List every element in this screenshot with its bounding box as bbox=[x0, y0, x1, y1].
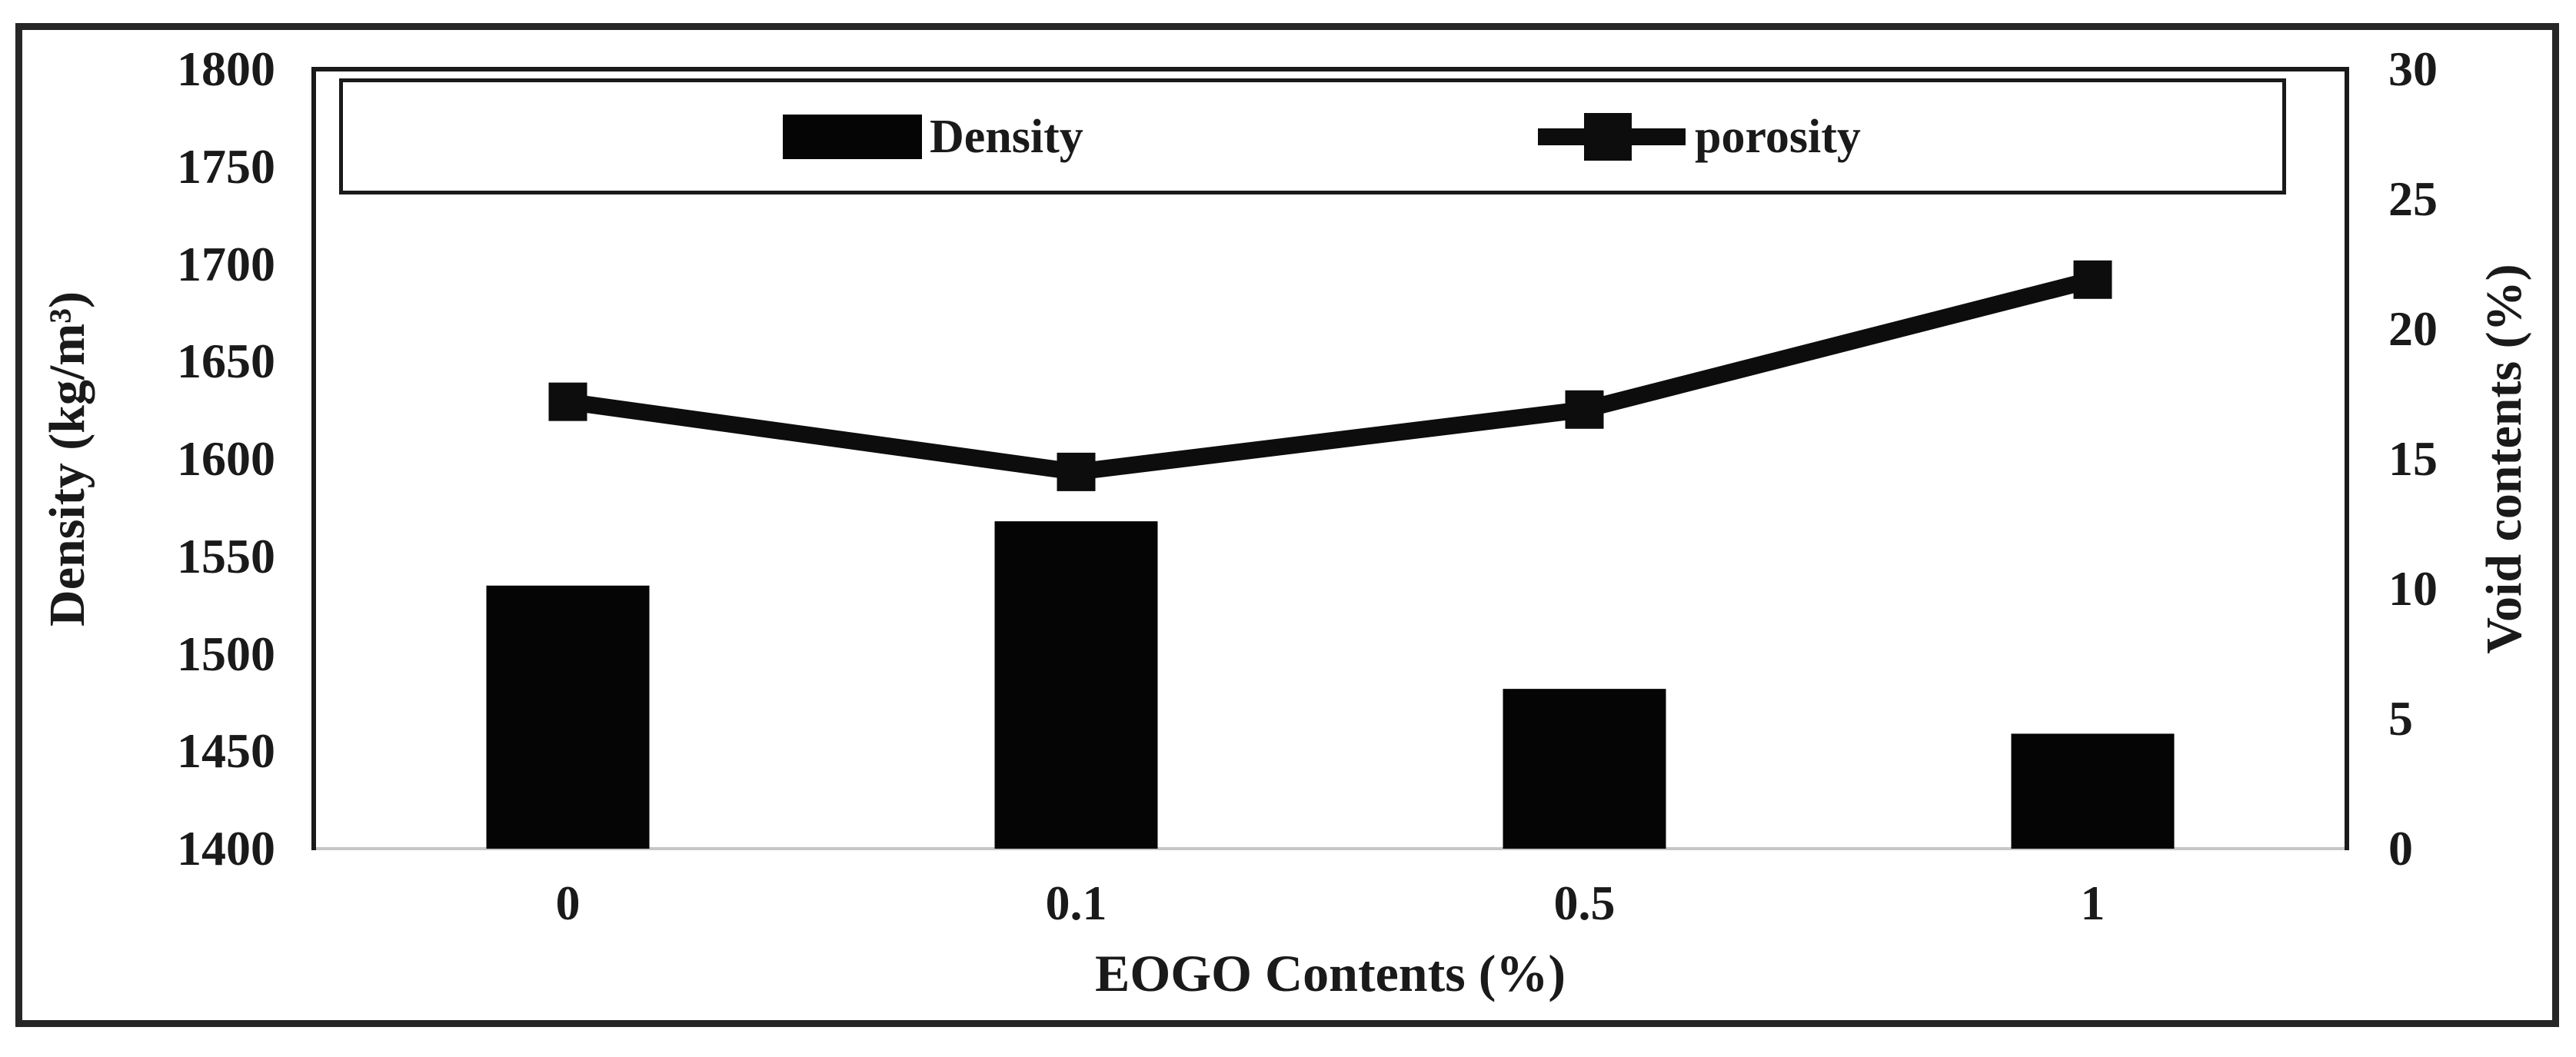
legend-label-porosity: porosity bbox=[1695, 110, 1861, 163]
right-tick-5: 5 bbox=[2388, 691, 2413, 746]
right-tick-10: 10 bbox=[2388, 561, 2438, 616]
x-tick-1: 1 bbox=[2080, 876, 2105, 930]
left-tick-1600: 1600 bbox=[177, 431, 275, 486]
porosity-line bbox=[566, 271, 2095, 480]
porosity-marker-1 bbox=[2073, 260, 2112, 299]
left-tick-1550: 1550 bbox=[177, 528, 275, 583]
legend-label-density: Density bbox=[930, 110, 1083, 163]
right-tick-25: 25 bbox=[2388, 171, 2438, 226]
right-tick-0: 0 bbox=[2388, 821, 2413, 876]
right-axis-title: Void contents (%) bbox=[2476, 264, 2532, 654]
x-tick-0.5: 0.5 bbox=[1553, 876, 1616, 930]
left-tick-1450: 1450 bbox=[177, 723, 275, 779]
porosity-line-marker-icon bbox=[1538, 112, 1686, 161]
legend: Density porosity bbox=[339, 78, 2286, 194]
left-tick-1700: 1700 bbox=[177, 236, 275, 291]
left-tick-1400: 1400 bbox=[177, 821, 275, 876]
right-tick-15: 15 bbox=[2388, 431, 2438, 486]
left-tick-1500: 1500 bbox=[177, 626, 275, 681]
bar-density-1 bbox=[2011, 733, 2175, 849]
porosity-marker-0.5 bbox=[1565, 390, 1604, 429]
porosity-marker-0 bbox=[548, 382, 587, 421]
right-tick-20: 20 bbox=[2388, 301, 2438, 356]
bar-density-0 bbox=[486, 585, 650, 849]
legend-item-density: Density bbox=[783, 82, 1083, 191]
figure-border bbox=[15, 23, 2559, 1027]
left-tick-1650: 1650 bbox=[177, 334, 275, 389]
left-tick-1750: 1750 bbox=[177, 138, 275, 194]
density-bar-swatch-icon bbox=[783, 114, 922, 159]
left-tick-1800: 1800 bbox=[177, 42, 275, 96]
bar-density-0.5 bbox=[1503, 689, 1666, 849]
right-tick-30: 30 bbox=[2388, 42, 2438, 96]
left-axis-title: Density (kg/m³) bbox=[39, 291, 95, 627]
x-axis-title: EOGO Contents (%) bbox=[1095, 944, 1566, 1002]
x-tick-0.1: 0.1 bbox=[1045, 876, 1107, 930]
porosity-marker-0.1 bbox=[1057, 452, 1096, 491]
x-tick-0: 0 bbox=[555, 876, 581, 930]
bar-density-0.1 bbox=[994, 521, 1158, 849]
legend-item-porosity: porosity bbox=[1535, 82, 1861, 191]
